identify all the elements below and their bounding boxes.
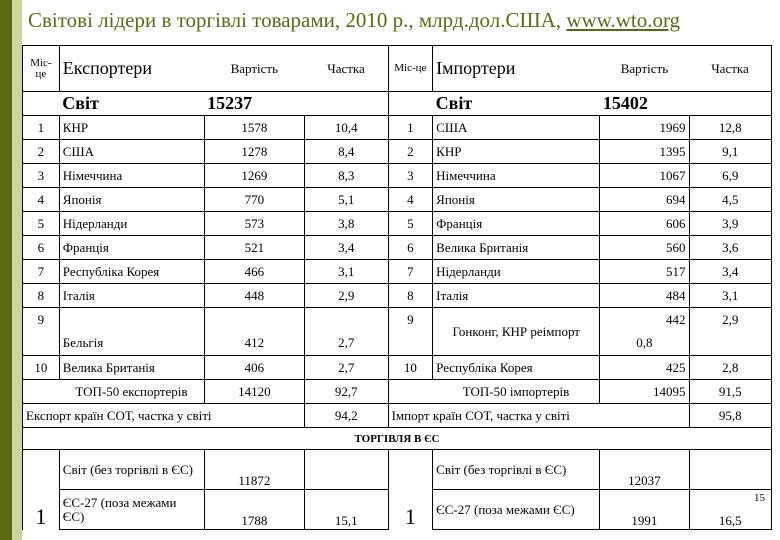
world-row: Світ 15237 Світ 15402 [22, 91, 772, 116]
top50-row: ТОП-50 експортерів 14120 92,7 ТОП-50 імп… [22, 379, 772, 404]
table-row: 5 Нідерланди 573 3,8 5 Франція 606 3,9 [22, 211, 772, 236]
slide-number: 15 [754, 492, 765, 504]
eu27-row: ЄС-27 (поза межами ЄС) 1788 15,1 ЄС-27 (… [23, 489, 772, 530]
table-row: 4 Японія 770 5,1 4 Японія 694 4,5 [22, 187, 772, 212]
world-label-export: Світ [59, 91, 205, 116]
table-row-9-top: 9 Бельгія 412 2,7 9 Гонконг, КНР реімпор… [22, 307, 772, 356]
header-row: Міс-це Експортери Вартість Частка Міс-це… [22, 45, 772, 92]
table-row: 1 КНР 1578 10,4 1 США 1969 12,8 [22, 115, 772, 140]
world-export-value: 15237 [204, 91, 305, 116]
table-row: 3 Німеччина 1269 8,3 3 Німеччина 1067 6,… [22, 163, 772, 188]
table-row: 6 Франція 521 3,4 6 Велика Британія 560 … [22, 235, 772, 260]
trade-leaders-table: Міс-це Експортери Вартість Частка Міс-це… [22, 45, 772, 530]
table-row-9-bottom: 0,8 [23, 331, 772, 356]
eu-world-row: 1 Світ (без торгівлі в ЄС) 11872 1 Світ … [22, 449, 772, 530]
eu-section-title: ТОРГІВЛЯ В ЄС [22, 427, 772, 450]
side-bar-dark [0, 0, 12, 540]
table-row: 2 США 1278 8,4 2 КНР 1395 9,1 [22, 139, 772, 164]
header-exporters: Експортери [58, 45, 205, 92]
header-place-import: Міс-це [387, 45, 434, 92]
header-place-export: Міс-це [22, 45, 60, 92]
header-export-value: Вартість [204, 45, 305, 92]
page-title: Світові лідери в торгівлі товарами, 2010… [28, 8, 681, 32]
header-export-share: Частка [304, 45, 389, 92]
table-row: 8 Італія 448 2,9 8 Італія 484 3,1 [22, 283, 772, 308]
header-import-share: Частка [689, 45, 772, 92]
wto-share-row: Експорт країн СОТ, частка у світі 94,2 І… [22, 403, 772, 428]
source-link[interactable]: www.wto.org [566, 8, 681, 32]
eu-section-row: ТОРГІВЛЯ В ЄС [22, 427, 772, 450]
table-row: 10 Велика Британія 406 2,7 10 Республіка… [22, 355, 772, 380]
header-import-value: Вартість [599, 45, 689, 92]
world-import-value: 15402 [599, 91, 689, 116]
world-label-import: Світ [432, 91, 600, 116]
header-importers: Імпортери [432, 45, 600, 92]
table-row: 7 Республіка Корея 466 3,1 7 Нідерланди … [22, 259, 772, 284]
side-bar-light [12, 0, 22, 540]
